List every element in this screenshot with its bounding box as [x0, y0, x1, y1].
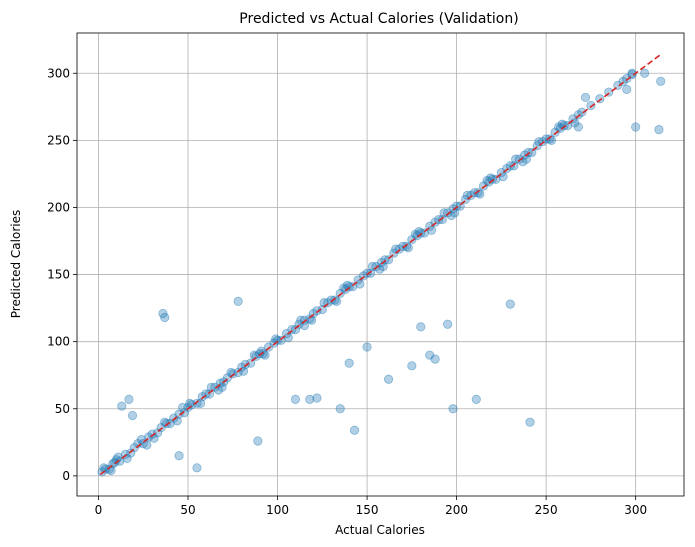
scatter-point — [173, 417, 181, 425]
scatter-point — [375, 265, 383, 273]
scatter-point — [476, 190, 484, 198]
scatter-point — [384, 375, 392, 383]
scatter-point — [340, 284, 348, 292]
scatter-point — [574, 123, 582, 131]
scatter-point — [443, 320, 451, 328]
scatter-point — [161, 313, 169, 321]
scatter-point — [234, 297, 242, 305]
scatter-point — [547, 136, 555, 144]
scatter-point — [350, 426, 358, 434]
scatter-point — [320, 299, 328, 307]
y-tick-label: 100 — [47, 335, 70, 349]
x-axis-ticks: 0 50 100 150 200 250 300 — [95, 496, 647, 517]
x-tick-label: 0 — [95, 503, 103, 517]
scatter-point — [404, 244, 412, 252]
scatter-point — [411, 230, 419, 238]
scatter-point — [526, 418, 534, 426]
scatter-point — [596, 95, 604, 103]
scatter-point — [272, 335, 280, 343]
y-tick-label: 250 — [47, 133, 70, 147]
scatter-point — [472, 395, 480, 403]
y-tick-label: 150 — [47, 268, 70, 282]
scatter-point — [449, 405, 457, 413]
scatter-point — [107, 466, 115, 474]
scatter-point — [345, 359, 353, 367]
scatter-point — [581, 93, 589, 101]
scatter-point — [392, 245, 400, 253]
scatter-point — [178, 403, 186, 411]
chart-title: Predicted vs Actual Calories (Validation… — [239, 11, 518, 27]
x-tick-label: 200 — [445, 503, 468, 517]
scatter-point — [655, 125, 663, 133]
scatter-point — [483, 176, 491, 184]
scatter-point — [535, 138, 543, 146]
scatter-point — [427, 226, 435, 234]
scatter-point — [336, 405, 344, 413]
scatter-point — [554, 123, 562, 131]
y-tick-label: 200 — [47, 200, 70, 214]
scatter-point — [227, 368, 235, 376]
scatter-point — [284, 333, 292, 341]
scatter-point — [640, 69, 648, 77]
scatter-point — [623, 85, 631, 93]
scatter-point — [408, 362, 416, 370]
scatter-point — [118, 402, 126, 410]
scatter-point — [300, 321, 308, 329]
scatter-point — [196, 399, 204, 407]
x-axis-label: Actual Calories — [335, 523, 425, 537]
y-tick-label: 0 — [62, 469, 70, 483]
y-tick-label: 300 — [47, 66, 70, 80]
x-tick-label: 250 — [535, 503, 558, 517]
scatter-point — [150, 434, 158, 442]
scatter-point — [499, 172, 507, 180]
scatter-point — [123, 454, 131, 462]
scatter-point — [363, 343, 371, 351]
scatter-point — [519, 158, 527, 166]
x-tick-label: 100 — [266, 503, 289, 517]
scatter-point — [125, 395, 133, 403]
y-axis-label: Predicted Calories — [9, 210, 23, 318]
scatter-point — [431, 355, 439, 363]
scatter-point — [313, 394, 321, 402]
x-tick-label: 150 — [356, 503, 379, 517]
scatter-point — [161, 418, 169, 426]
scatter-point — [463, 191, 471, 199]
x-tick-label: 50 — [180, 503, 195, 517]
scatter-point — [128, 411, 136, 419]
scatter-point — [175, 452, 183, 460]
scatter-point — [506, 300, 514, 308]
scatter-point — [657, 77, 665, 85]
scatter-point — [193, 464, 201, 472]
x-tick-label: 300 — [624, 503, 647, 517]
scatter-point — [417, 323, 425, 331]
y-axis-ticks: 0 50 100 150 200 250 300 — [47, 66, 77, 483]
scatter-point — [254, 437, 262, 445]
scatter-point — [291, 395, 299, 403]
scatter-point — [307, 316, 315, 324]
scatter-point — [239, 367, 247, 375]
scatter-point — [447, 211, 455, 219]
scatter-point — [631, 123, 639, 131]
scatter-point — [332, 297, 340, 305]
y-tick-label: 50 — [55, 402, 70, 416]
scatter-point — [356, 280, 364, 288]
scatter-point — [214, 386, 222, 394]
